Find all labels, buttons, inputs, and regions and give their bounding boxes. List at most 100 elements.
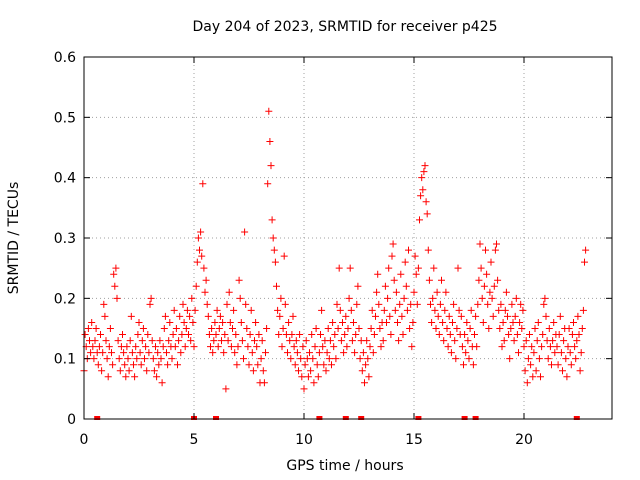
data-point [549, 337, 557, 345]
data-point [108, 349, 115, 357]
data-point [504, 312, 511, 320]
data-point [403, 306, 411, 314]
data-point [301, 361, 309, 369]
x-tick-label: 20 [515, 432, 533, 448]
data-point [530, 349, 538, 357]
data-point [401, 258, 409, 266]
data-point [350, 318, 357, 326]
data-point [499, 318, 507, 326]
data-point [449, 318, 456, 326]
data-point [262, 349, 269, 357]
data-point [221, 331, 229, 339]
data-point [172, 325, 180, 332]
data-point [134, 331, 142, 339]
data-point [314, 373, 322, 381]
data-point [127, 312, 135, 320]
data-point [269, 234, 277, 242]
data-point [500, 337, 508, 345]
data-point [244, 343, 252, 351]
data-point [493, 240, 500, 248]
data-point [411, 252, 419, 260]
data-point [115, 355, 123, 363]
data-point [461, 331, 469, 339]
data-point [320, 361, 328, 369]
data-point [114, 337, 122, 345]
x-tick-label: 10 [295, 432, 313, 448]
data-point [524, 355, 532, 363]
data-point [142, 343, 150, 351]
data-point [255, 331, 263, 339]
data-point [189, 318, 197, 326]
data-point [296, 331, 304, 339]
data-point [457, 312, 465, 320]
data-point [123, 343, 131, 351]
data-point [148, 337, 156, 345]
data-point [131, 373, 139, 381]
data-point [505, 331, 513, 339]
data-point [397, 270, 405, 278]
data-point [132, 343, 140, 351]
data-point [429, 294, 437, 302]
data-point [551, 349, 559, 357]
data-point [275, 331, 283, 339]
data-point [106, 325, 114, 332]
data-point [554, 361, 562, 369]
data-point [573, 337, 581, 345]
data-point [277, 294, 285, 302]
data-point [227, 343, 235, 351]
data-point [535, 355, 543, 363]
data-point [495, 306, 503, 314]
data-point [267, 162, 275, 170]
data-point [105, 343, 113, 351]
data-point [112, 264, 120, 272]
data-point [259, 367, 267, 375]
data-point [373, 288, 381, 296]
data-point [312, 325, 320, 332]
data-point [103, 355, 111, 363]
data-point [190, 343, 198, 351]
data-point [363, 337, 371, 345]
data-point [347, 306, 355, 314]
grid-lines [84, 57, 612, 419]
zero-marker [358, 416, 365, 420]
data-point [565, 325, 573, 332]
data-point [130, 361, 137, 369]
data-point [264, 180, 272, 188]
zero-marker [415, 416, 422, 420]
data-point [508, 300, 516, 308]
data-point [144, 331, 152, 339]
data-point [515, 349, 522, 357]
data-point [453, 325, 461, 332]
data-point [124, 355, 132, 363]
data-point [237, 318, 245, 326]
data-point [567, 361, 575, 369]
x-tick-label: 15 [405, 432, 423, 448]
y-tick-label: 0.5 [54, 110, 76, 126]
data-point [345, 294, 353, 302]
data-point [487, 258, 495, 266]
data-point [370, 331, 378, 339]
data-point [369, 349, 377, 357]
x-tick-label: 0 [80, 432, 89, 448]
data-point [254, 361, 262, 369]
data-point [187, 337, 195, 345]
data-point [406, 325, 414, 332]
data-point [247, 306, 255, 314]
data-point [442, 288, 450, 296]
data-point [521, 367, 529, 375]
zero-marker [461, 416, 468, 420]
data-point [439, 318, 447, 326]
data-point [489, 312, 497, 320]
data-point [89, 343, 97, 351]
data-point [385, 264, 393, 272]
data-point [236, 294, 244, 302]
data-point [379, 337, 387, 345]
data-point [399, 331, 407, 339]
data-point [213, 306, 221, 314]
data-point [520, 343, 528, 351]
data-point [265, 107, 273, 115]
data-point [463, 318, 471, 326]
data-point [331, 331, 339, 339]
data-point [281, 300, 289, 308]
data-point [295, 367, 302, 375]
